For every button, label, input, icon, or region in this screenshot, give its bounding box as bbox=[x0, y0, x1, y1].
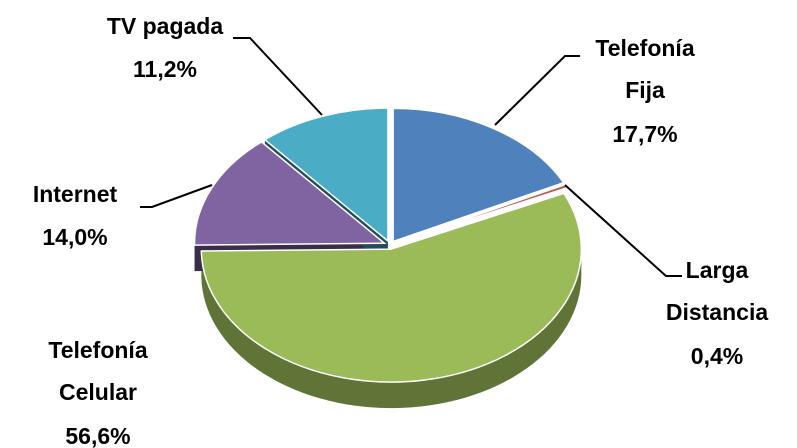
pie-slice bbox=[392, 107, 565, 243]
pie-side bbox=[201, 249, 582, 409]
category-label: Telefonía Celular bbox=[48, 337, 147, 405]
leader-line bbox=[233, 37, 323, 116]
value-label: 11,2% bbox=[133, 56, 197, 82]
pie-slice bbox=[200, 192, 583, 383]
category-label: TV pagada bbox=[107, 13, 224, 39]
value-label: 0,4% bbox=[691, 343, 743, 369]
pie-slices bbox=[193, 107, 583, 383]
pie-slice bbox=[193, 141, 387, 246]
value-label: 17,7% bbox=[612, 121, 677, 147]
leader-line bbox=[564, 184, 682, 277]
leader-line bbox=[494, 55, 580, 126]
category-label: Telefonía Fija bbox=[595, 35, 694, 103]
category-label: Larga Distancia bbox=[666, 257, 768, 325]
pie-slice bbox=[263, 107, 389, 243]
category-label: Internet bbox=[33, 181, 118, 207]
value-label: 14,0% bbox=[42, 224, 107, 250]
leader-line bbox=[140, 184, 213, 208]
labels: Telefonía Fija 17,7% Larga Distancia 0,4% Tele… bbox=[33, 13, 769, 448]
value-label: 56,6% bbox=[65, 423, 130, 448]
